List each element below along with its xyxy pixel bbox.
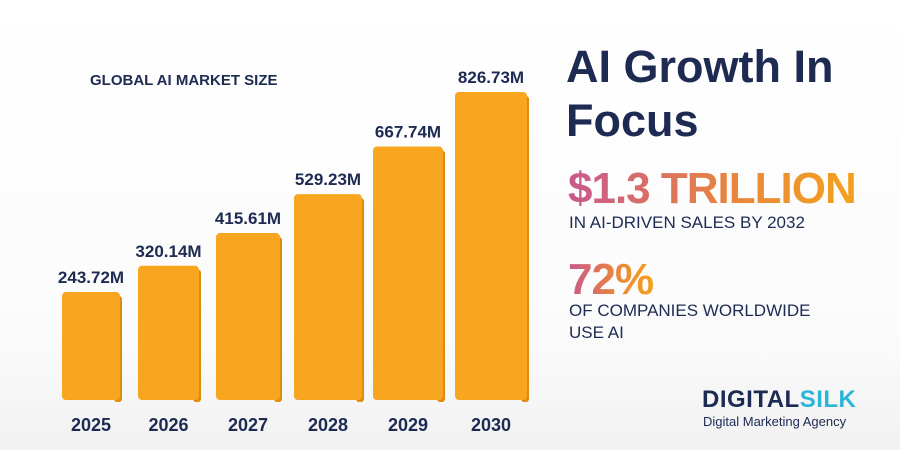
x-tick-label: 2025 [71, 415, 111, 435]
bar-2030 [455, 92, 527, 400]
bar-2025 [62, 292, 120, 400]
data-label: 529.23M [295, 170, 361, 189]
data-label: 320.14M [135, 242, 201, 261]
data-label: 667.74M [375, 123, 441, 142]
x-tick-label: 2027 [228, 415, 268, 435]
chart-title: GLOBAL AI MARKET SIZE [90, 72, 278, 89]
brand-tagline: Digital Marketing Agency [703, 414, 847, 429]
stat-text-companies: OF COMPANIES WORLDWIDE USE AI [569, 301, 811, 342]
bar-2028 [294, 194, 362, 400]
x-tick-label: 2026 [148, 415, 188, 435]
x-tick-label: 2030 [471, 415, 511, 435]
stat-value-companies: 72% [568, 255, 654, 304]
x-tick-label: 2028 [308, 415, 348, 435]
data-label: 243.72M [58, 268, 124, 287]
bar-chart: 243.72M 2025 320.14M 2026 415.61M 2027 529.23M… [58, 68, 529, 435]
bar-2027 [216, 233, 280, 400]
digitalsilk-logo: DIGITALSILK [702, 386, 857, 413]
data-label: 415.61M [215, 209, 281, 228]
headline: AI Growth In Focus [566, 41, 834, 146]
stat-text-sales: IN AI-DRIVEN SALES BY 2032 [569, 213, 805, 232]
stat-value-sales: $1.3 TRILLION [568, 164, 857, 213]
x-tick-label: 2029 [388, 415, 428, 435]
bar-2029 [373, 146, 443, 400]
data-label: 826.73M [458, 68, 524, 87]
bar-2026 [138, 265, 199, 400]
